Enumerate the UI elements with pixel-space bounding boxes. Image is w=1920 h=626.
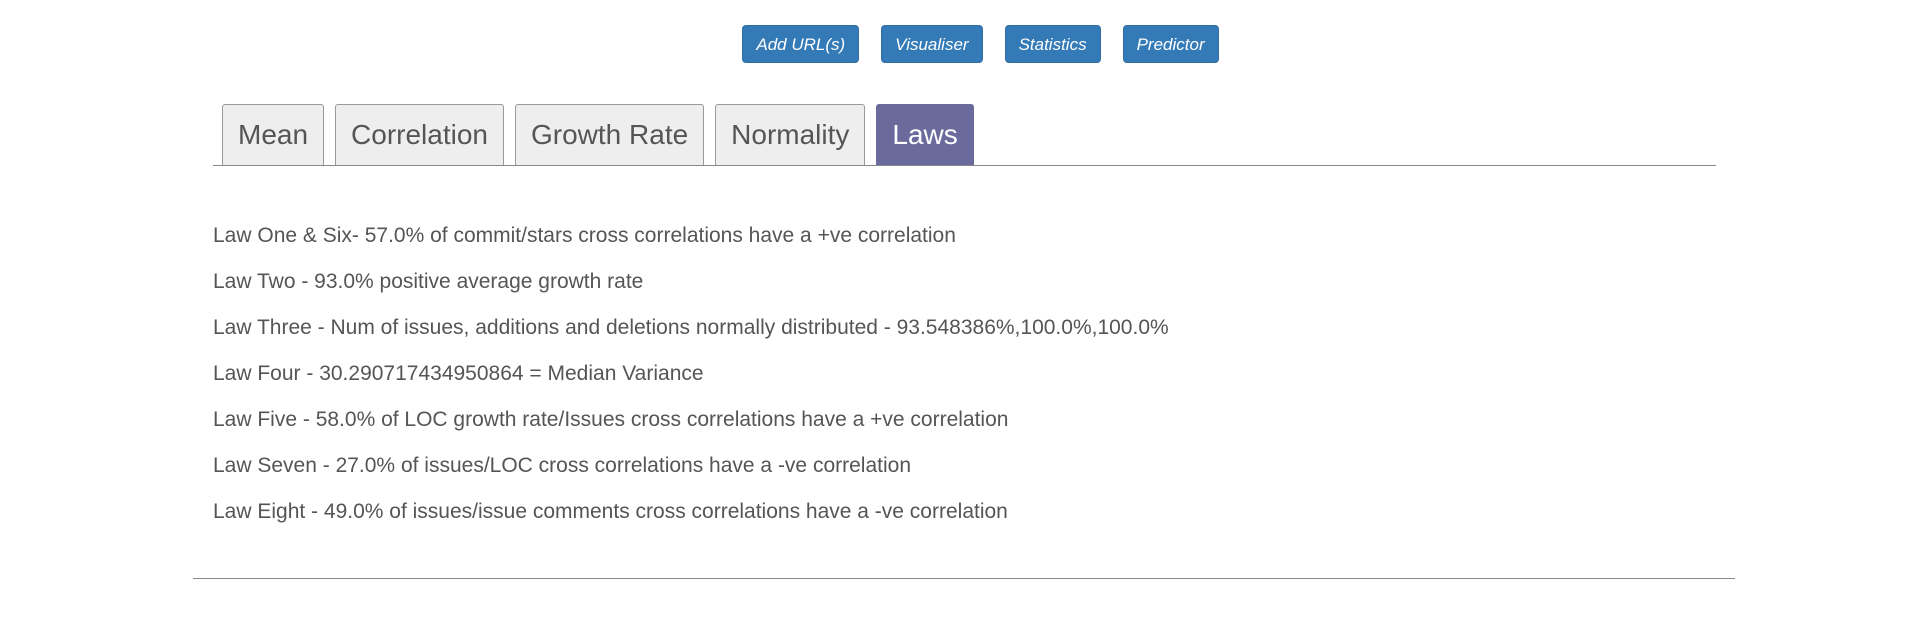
footer-divider xyxy=(193,578,1735,579)
tab-growth-rate[interactable]: Growth Rate xyxy=(515,104,705,166)
law-item: Law Four - 30.290717434950864 = Median V… xyxy=(213,362,704,385)
tab-correlation[interactable]: Correlation xyxy=(335,104,504,166)
tab-mean[interactable]: Mean xyxy=(222,104,325,166)
tab-bar: Mean Correlation Growth Rate Normality L… xyxy=(222,104,974,166)
add-urls-button[interactable]: Add URL(s) xyxy=(742,25,860,63)
laws-list: Law One & Six- 57.0% of commit/stars cro… xyxy=(213,222,1169,544)
law-item: Law Eight - 49.0% of issues/issue commen… xyxy=(213,500,1008,523)
law-item: Law Seven - 27.0% of issues/LOC cross co… xyxy=(213,454,911,477)
law-item: Law Five - 58.0% of LOC growth rate/Issu… xyxy=(213,408,1009,431)
tab-laws[interactable]: Laws xyxy=(876,104,974,166)
tab-divider xyxy=(213,165,1716,166)
tab-normality[interactable]: Normality xyxy=(715,104,866,166)
predictor-button[interactable]: Predictor xyxy=(1122,25,1219,63)
law-item: Law Three - Num of issues, additions and… xyxy=(213,316,1169,339)
top-nav: Add URL(s) Visualiser Statistics Predict… xyxy=(0,25,1920,63)
law-item: Law Two - 93.0% positive average growth … xyxy=(213,270,644,293)
visualiser-button[interactable]: Visualiser xyxy=(881,25,983,63)
law-item: Law One & Six- 57.0% of commit/stars cro… xyxy=(213,224,956,247)
statistics-button[interactable]: Statistics xyxy=(1004,25,1101,63)
